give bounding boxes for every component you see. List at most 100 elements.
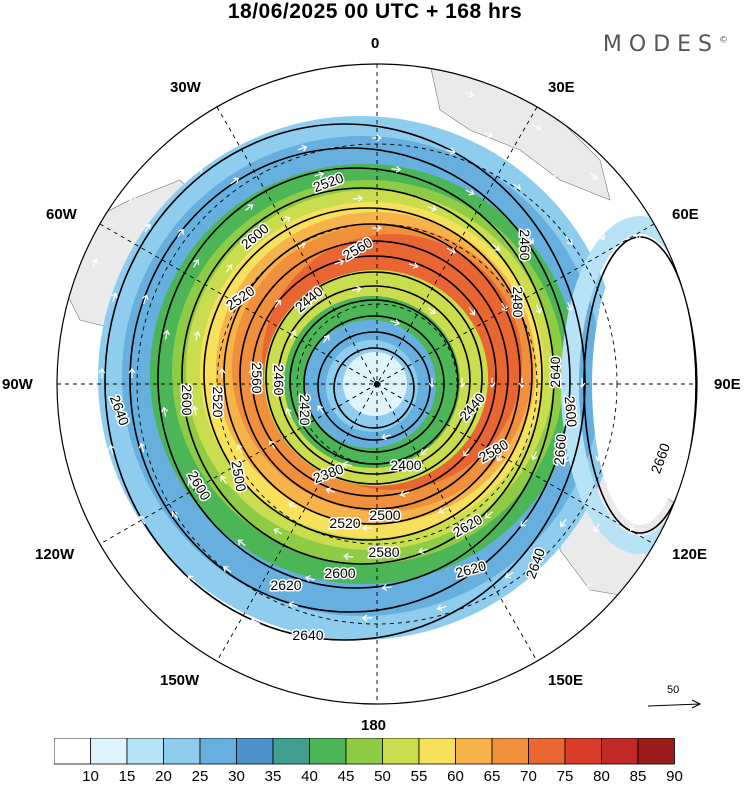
contour-2480 <box>265 271 483 485</box>
wind-arrow <box>634 233 641 243</box>
wind-arrow <box>290 329 297 340</box>
wind-arrow <box>372 224 382 232</box>
wind-arrow <box>535 304 542 314</box>
wind-arrow <box>583 582 592 591</box>
lon-label-60w: 60W <box>46 206 77 223</box>
wind-arrow <box>593 523 600 533</box>
wind-arrow <box>427 307 436 314</box>
contour-2520 <box>239 240 509 510</box>
wind-arrow <box>491 243 500 251</box>
wind-reference-label: 50 <box>667 684 680 696</box>
contour-2400 <box>317 331 431 441</box>
wind-arrow <box>496 452 503 462</box>
wind-arrow <box>161 406 169 417</box>
wind-arrow <box>171 510 179 520</box>
contour-label: 2600 <box>562 395 581 428</box>
colorbar-tick-label: 10 <box>82 768 99 785</box>
wind-arrow <box>177 228 184 238</box>
contour-2600 <box>157 167 555 589</box>
wind-arrow <box>626 453 633 464</box>
wind-arrow <box>463 448 470 457</box>
wind-arrow <box>629 301 636 312</box>
wind-arrow <box>464 91 475 98</box>
lon-label-120w: 120W <box>35 546 75 563</box>
wind-arrow <box>194 167 203 175</box>
wind-arrow <box>314 171 325 178</box>
wind-arrow <box>410 108 421 115</box>
contour-label: 2620 <box>270 577 301 593</box>
contour-2640-outer <box>104 123 586 641</box>
colorbar-tick-label: 85 <box>629 768 647 785</box>
wind-arrow <box>235 644 245 651</box>
wind-arrow <box>526 236 534 244</box>
contour-label: 2600 <box>324 565 355 581</box>
wind-arrow <box>381 433 391 441</box>
meridian-60w-120e <box>99 223 655 545</box>
wind-vectors <box>70 75 676 682</box>
wind-arrow <box>351 285 362 293</box>
wind-arrow <box>468 307 475 316</box>
contour-label: 2480 <box>510 286 526 317</box>
meridian-30w-150e <box>216 106 538 662</box>
wind-arrow <box>531 450 538 461</box>
contour-label: 2600 <box>179 384 195 415</box>
colorbar-cell <box>126 738 164 765</box>
wind-arrow <box>420 447 429 455</box>
colorbar-tick-label: 70 <box>520 768 537 785</box>
lon-label-180: 180 <box>361 717 387 734</box>
wind-arrow <box>138 442 146 453</box>
wind-arrow <box>70 405 78 416</box>
colorbar-tick-label: 80 <box>593 768 610 785</box>
colorbar-tick-label: 25 <box>191 768 209 785</box>
wind-arrow <box>475 622 485 629</box>
wind-arrow <box>98 368 106 378</box>
colorbar-tick-label: 40 <box>301 768 318 785</box>
contour-2620 <box>129 147 571 613</box>
lon-label-90w: 90W <box>2 376 33 393</box>
wind-arrow <box>353 194 364 202</box>
wind-arrow <box>325 487 336 494</box>
wind-arrow <box>317 405 324 414</box>
wind-arrow <box>598 303 606 314</box>
colorbar-tick-label: 65 <box>483 768 501 785</box>
wind-arrow <box>629 522 636 532</box>
colorbar-cell <box>345 738 383 765</box>
wind-arrow <box>236 444 243 454</box>
colorbar-cell <box>54 738 91 765</box>
colorbar-cell <box>491 738 529 765</box>
wind-arrow <box>323 641 334 648</box>
wind-arrow <box>250 618 261 625</box>
wind-arrow <box>288 601 298 608</box>
wind-arrow <box>142 294 149 304</box>
wind-arrow <box>187 575 196 583</box>
contour-label: 2500 <box>369 507 400 523</box>
wind-arrow <box>560 518 567 528</box>
wind-arrow <box>288 502 298 509</box>
colorbar-cell <box>236 738 274 765</box>
wind-arrow <box>520 519 528 527</box>
lon-label-120e: 120E <box>672 546 708 563</box>
wind-arrow <box>225 264 233 273</box>
map-border <box>56 63 698 705</box>
colorbar-tick-label: 20 <box>155 768 172 785</box>
wind-speed-shading <box>98 116 697 640</box>
colorbar-cell <box>418 738 456 765</box>
wind-arrow <box>297 144 308 152</box>
wind-arrow <box>362 614 372 622</box>
lon-label-150w: 150W <box>160 672 200 689</box>
colorbar-cell <box>528 738 566 765</box>
contour-2580 <box>181 187 543 565</box>
contour-label: 2520 <box>210 386 226 417</box>
meridian-60e-120w <box>99 223 655 545</box>
wind-arrow <box>380 674 391 682</box>
wind-arrow <box>237 539 246 547</box>
colorbar-cell <box>601 738 639 765</box>
colorbar-cell <box>382 738 420 765</box>
wind-arrow <box>342 461 353 468</box>
wind-arrow <box>465 189 475 196</box>
wind-arrow <box>91 258 99 268</box>
contour-label: 2640 <box>292 627 323 643</box>
lon-label-150e: 150E <box>548 672 584 689</box>
wind-arrow <box>274 299 281 308</box>
contour-label: 2400 <box>390 457 421 473</box>
